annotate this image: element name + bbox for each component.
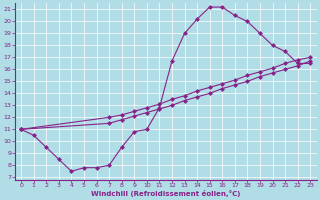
- X-axis label: Windchill (Refroidissement éolien,°C): Windchill (Refroidissement éolien,°C): [91, 190, 240, 197]
